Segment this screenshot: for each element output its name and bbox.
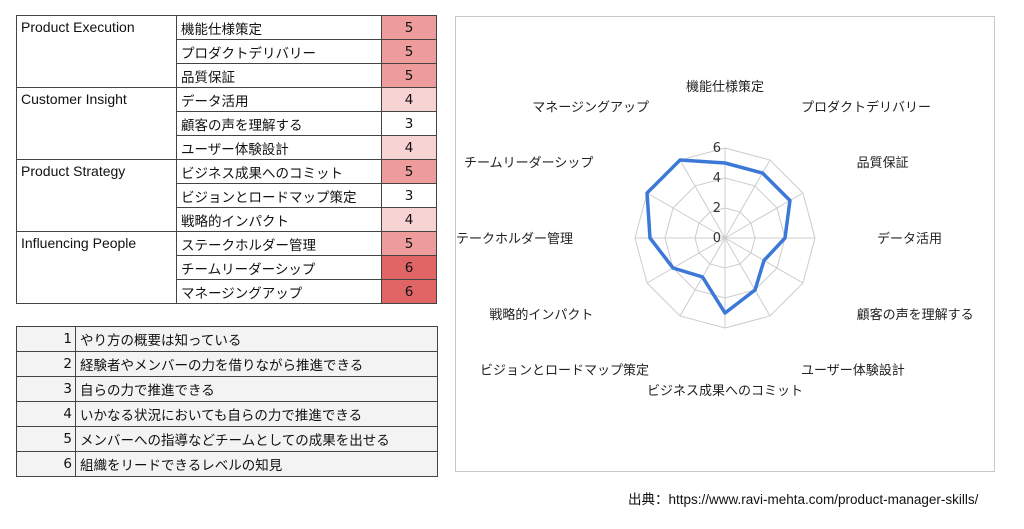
skill-name-cell: データ活用 [176, 87, 382, 112]
skill-row: Product Strategy ビジネス成果へのコミット 5 [16, 159, 437, 232]
skill-score-cell: 4 [381, 87, 437, 112]
category-cell: Product Strategy [16, 159, 177, 232]
legend-level: 1 [16, 326, 76, 352]
radar-chart: 0 2 4 6 機能仕様策定プロダクトデリバリー品質保証データ活用顧客の声を理解するユー… [456, 79, 974, 399]
radar-category-label: データ活用 [877, 231, 942, 247]
radar-tick-label: 6 [713, 141, 721, 156]
skill-score-cell: 5 [381, 159, 437, 184]
skills-table: Product Execution 機能仕様策定 5 プロダクトデリバリー 5 品質保証 5… [16, 15, 437, 304]
radar-chart-frame: 0 2 4 6 機能仕様策定プロダクトデリバリー品質保証データ活用顧客の声を理解するユー… [455, 16, 995, 472]
skill-row: Customer Insight データ活用 4 [16, 87, 437, 160]
legend-description: メンバーへの指導などチームとしての成果を出せる [75, 426, 438, 452]
skill-row: Product Execution 機能仕様策定 5 [16, 15, 437, 88]
skill-score-cell: 5 [381, 39, 437, 64]
radar-category-label: 機能仕様策定 [686, 79, 764, 95]
legend-level: 2 [16, 351, 76, 377]
skill-score-cell: 6 [381, 279, 437, 304]
legend-description: 自らの力で推進できる [75, 376, 438, 402]
skill-score-cell: 3 [381, 183, 437, 208]
legend-level: 5 [16, 426, 76, 452]
category-cell: Customer Insight [16, 87, 177, 160]
radar-category-label: ビジネス成果へのコミット [647, 384, 803, 399]
radar-spoke [646, 192, 726, 239]
legend-row: 3 自らの力で推進できる [16, 376, 438, 402]
skill-row: 品質保証 5 [17, 63, 437, 88]
skill-name-cell: ビジョンとロードマップ策定 [176, 183, 382, 208]
skill-score-cell: 5 [381, 63, 437, 88]
radar-tick-label: 4 [713, 171, 721, 186]
skill-name-cell: チームリーダーシップ [176, 255, 382, 280]
legend-description: 経験者やメンバーの力を借りながら推進できる [75, 351, 438, 377]
skill-score-cell: 5 [381, 15, 437, 40]
skill-row: Influencing People ステークホルダー管理 5 [16, 231, 437, 304]
radar-category-label: プロダクトデリバリー [801, 99, 931, 115]
radar-spoke [724, 237, 771, 317]
radar-series-line [645, 158, 792, 315]
legend-row: 2 経験者やメンバーの力を借りながら推進できる [16, 351, 438, 377]
legend-row: 1 やり方の概要は知っている [16, 326, 438, 352]
legend-row: 6 組織をリードできるレベルの知見 [16, 451, 438, 477]
skill-score-cell: 3 [381, 111, 437, 136]
legend-row: 4 いかなる状況においても自らの力で推進できる [16, 401, 438, 427]
radar-category-label: 品質保証 [857, 156, 909, 171]
skill-name-cell: 顧客の声を理解する [176, 111, 382, 136]
legend-level: 3 [16, 376, 76, 402]
skill-row: ユーザー体験設計 4 [17, 135, 437, 160]
legend-level: 6 [16, 451, 76, 477]
level-legend-table: 1 やり方の概要は知っている 2 経験者やメンバーの力を借りながら推進できる 3 自らの力… [16, 326, 438, 477]
source-citation: 出典：https://www.ravi-mehta.com/product-ma… [628, 492, 979, 507]
radar-category-label: ユーザー体験設計 [801, 363, 905, 379]
skill-row: プロダクトデリバリー 5 [17, 39, 437, 64]
legend-description: いかなる状況においても自らの力で推進できる [75, 401, 438, 427]
skill-name-cell: ユーザー体験設計 [176, 135, 382, 160]
skill-score-cell: 4 [381, 135, 437, 160]
legend-level: 4 [16, 401, 76, 427]
category-cell: Product Execution [16, 15, 177, 88]
legend-row: 5 メンバーへの指導などチームとしての成果を出せる [16, 426, 438, 452]
radar-category-label: ビジョンとロードマップ策定 [480, 363, 649, 379]
radar-spoke [679, 159, 726, 239]
radar-category-label: マネージングアップ [532, 100, 649, 115]
skill-name-cell: プロダクトデリバリー [176, 39, 382, 64]
radar-category-label: ステークホルダー管理 [456, 232, 573, 247]
skill-name-cell: マネージングアップ [176, 279, 382, 304]
skill-name-cell: ステークホルダー管理 [176, 231, 382, 256]
skill-row: 戦略的インパクト 4 [17, 207, 437, 232]
radar-category-label: 戦略的インパクト [489, 307, 593, 323]
skill-row: ビジョンとロードマップ策定 3 [17, 183, 437, 208]
radar-category-label: チームリーダーシップ [464, 156, 593, 171]
radar-spoke [646, 237, 726, 284]
skill-name-cell: 機能仕様策定 [176, 15, 382, 40]
skill-name-cell: ビジネス成果へのコミット [176, 159, 382, 184]
skill-score-cell: 4 [381, 207, 437, 232]
skill-score-cell: 5 [381, 231, 437, 256]
radar-tick-label: 0 [713, 231, 721, 246]
radar-tick-label: 2 [713, 201, 721, 216]
legend-description: 組織をリードできるレベルの知見 [75, 451, 438, 477]
skill-score-cell: 6 [381, 255, 437, 280]
skill-name-cell: 戦略的インパクト [176, 207, 382, 232]
skill-name-cell: 品質保証 [176, 63, 382, 88]
legend-description: やり方の概要は知っている [75, 326, 438, 352]
skill-row: マネージングアップ 6 [17, 279, 437, 304]
category-cell: Influencing People [16, 231, 177, 304]
skill-row: 顧客の声を理解する 3 [17, 111, 437, 136]
skill-row: チームリーダーシップ 6 [17, 255, 437, 280]
radar-category-label: 顧客の声を理解する [857, 307, 974, 323]
